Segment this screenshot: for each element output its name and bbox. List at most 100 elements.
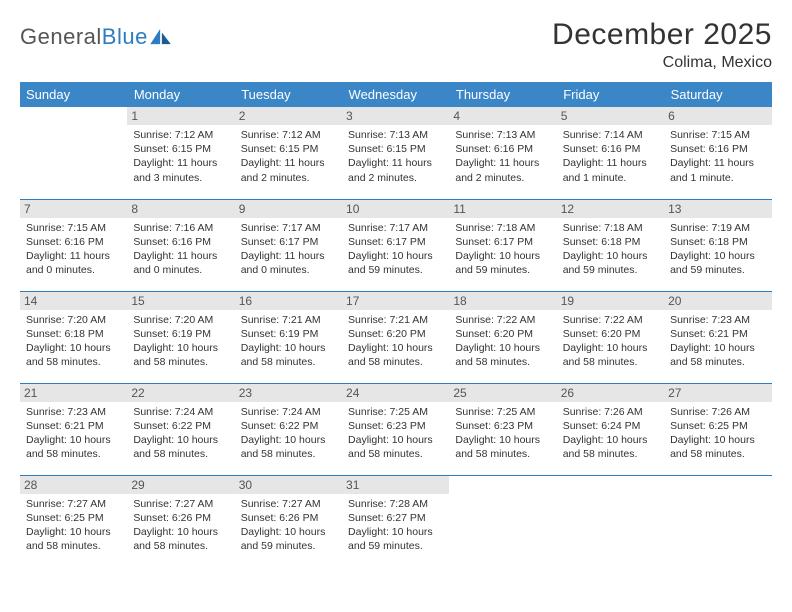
day-info: Sunrise: 7:21 AMSunset: 6:19 PMDaylight:… (241, 313, 336, 370)
weekday-header: Tuesday (235, 82, 342, 107)
calendar-day-cell: 20 Sunrise: 7:23 AMSunset: 6:21 PMDayligh… (664, 291, 771, 383)
sunset-text: Sunset: 6:16 PM (455, 142, 550, 156)
day-number: 30 (235, 476, 342, 494)
sunset-text: Sunset: 6:16 PM (133, 235, 228, 249)
day-info: Sunrise: 7:25 AMSunset: 6:23 PMDaylight:… (455, 405, 550, 462)
weekday-header: Sunday (20, 82, 127, 107)
sunrise-text: Sunrise: 7:23 AM (26, 405, 121, 419)
day-number: 2 (235, 107, 342, 125)
day-info: Sunrise: 7:13 AMSunset: 6:16 PMDaylight:… (455, 128, 550, 185)
sunrise-text: Sunrise: 7:28 AM (348, 497, 443, 511)
day-info: Sunrise: 7:24 AMSunset: 6:22 PMDaylight:… (133, 405, 228, 462)
day-number: 12 (557, 200, 664, 218)
calendar-week-row: 7Sunrise: 7:15 AMSunset: 6:16 PMDaylight… (20, 199, 772, 291)
day-info: Sunrise: 7:20 AMSunset: 6:19 PMDaylight:… (133, 313, 228, 370)
sunset-text: Sunset: 6:16 PM (670, 142, 765, 156)
page-header: GeneralBlue December 2025 Colima, Mexico (20, 18, 772, 72)
sunrise-text: Sunrise: 7:24 AM (241, 405, 336, 419)
sunset-text: Sunset: 6:25 PM (670, 419, 765, 433)
daylight-text: Daylight: 10 hours and 58 minutes. (670, 433, 765, 461)
calendar-day-cell: 22Sunrise: 7:24 AMSunset: 6:22 PMDayligh… (127, 383, 234, 475)
sunrise-text: Sunrise: 7:18 AM (455, 221, 550, 235)
day-info: Sunrise: 7:13 AMSunset: 6:15 PMDaylight:… (348, 128, 443, 185)
calendar-day-cell: 16 Sunrise: 7:21 AMSunset: 6:19 PMDayligh… (235, 291, 342, 383)
day-number: 6 (664, 107, 771, 125)
daylight-text: Daylight: 10 hours and 59 minutes. (563, 249, 658, 277)
sunset-text: Sunset: 6:18 PM (563, 235, 658, 249)
daylight-text: Daylight: 10 hours and 58 minutes. (26, 341, 121, 369)
sunrise-text: Sunrise: 7:19 AM (670, 221, 765, 235)
sunset-text: Sunset: 6:26 PM (241, 511, 336, 525)
sunrise-text: Sunrise: 7:27 AM (133, 497, 228, 511)
daylight-text: Daylight: 10 hours and 59 minutes. (348, 525, 443, 553)
calendar-day-cell: 17Sunrise: 7:21 AMSunset: 6:20 PMDayligh… (342, 291, 449, 383)
day-info: Sunrise: 7:26 AMSunset: 6:25 PMDaylight:… (670, 405, 765, 462)
sunset-text: Sunset: 6:20 PM (563, 327, 658, 341)
calendar-day-cell: 4Sunrise: 7:13 AMSunset: 6:16 PMDaylight… (449, 107, 556, 199)
sunset-text: Sunset: 6:17 PM (348, 235, 443, 249)
calendar-day-cell: 6Sunrise: 7:15 AMSunset: 6:16 PMDaylight… (664, 107, 771, 199)
sunset-text: Sunset: 6:15 PM (348, 142, 443, 156)
sunset-text: Sunset: 6:21 PM (26, 419, 121, 433)
calendar-week-row: 21 Sunrise: 7:23 AMSunset: 6:21 PM Dayligh… (20, 383, 772, 475)
calendar-day-cell: 26Sunrise: 7:26 AMSunset: 6:24 PMDayligh… (557, 383, 664, 475)
day-number: 21 (20, 384, 127, 402)
daylight-text: Daylight: 10 hours and 59 minutes. (241, 525, 336, 553)
calendar-day-cell: 5Sunrise: 7:14 AMSunset: 6:16 PMDaylight… (557, 107, 664, 199)
sunrise-text: Sunrise: 7:25 AM (455, 405, 550, 419)
day-number: 10 (342, 200, 449, 218)
day-number: 18 (449, 292, 556, 310)
day-number: 15 (127, 292, 234, 310)
calendar-week-row: 14Sunrise: 7:20 AMSunset: 6:18 PMDayligh… (20, 291, 772, 383)
day-number: 7 (20, 200, 127, 218)
daylight-text: Daylight: 10 hours and 58 minutes. (241, 433, 336, 461)
sunrise-text: Sunrise: 7:22 AM (563, 313, 658, 327)
day-number: 23 (235, 384, 342, 402)
calendar-day-cell: 31 Sunrise: 7:28 AMSunset: 6:27 PMDayligh… (342, 475, 449, 567)
sunset-text: Sunset: 6:18 PM (670, 235, 765, 249)
title-block: December 2025 Colima, Mexico (552, 18, 772, 72)
calendar-day-cell (557, 475, 664, 567)
daylight-text: Daylight: 10 hours and 58 minutes. (455, 341, 550, 369)
daylight-text: Daylight: 10 hours and 58 minutes. (133, 525, 228, 553)
sunrise-text: Sunrise: 7:12 AM (241, 128, 336, 142)
daylight-text: Daylight: 11 hours and 2 minutes. (455, 156, 550, 184)
logo-text-blue: Blue (102, 24, 148, 50)
day-number: 16 (235, 292, 342, 310)
day-number: 25 (449, 384, 556, 402)
day-info: Sunrise: 7:18 AMSunset: 6:17 PMDaylight:… (455, 221, 550, 278)
daylight-text: Daylight: 10 hours and 58 minutes. (455, 433, 550, 461)
sunrise-text: Sunrise: 7:18 AM (563, 221, 658, 235)
day-number: 20 (664, 292, 771, 310)
daylight-text: Daylight: 11 hours and 1 minute. (563, 156, 658, 184)
daylight-text: Daylight: 10 hours and 58 minutes. (348, 433, 443, 461)
calendar-day-cell: 25 Sunrise: 7:25 AMSunset: 6:23 PMDayligh… (449, 383, 556, 475)
day-info: Sunrise: 7:27 AMSunset: 6:26 PMDaylight:… (241, 497, 336, 554)
day-info: Sunrise: 7:21 AMSunset: 6:20 PMDaylight:… (348, 313, 443, 370)
weekday-header: Wednesday (342, 82, 449, 107)
logo: GeneralBlue (20, 18, 172, 50)
calendar-day-cell: 14Sunrise: 7:20 AMSunset: 6:18 PMDayligh… (20, 291, 127, 383)
daylight-text: Daylight: 11 hours and 1 minute. (670, 156, 765, 184)
calendar-table: Sunday Monday Tuesday Wednesday Thursday… (20, 82, 772, 567)
day-info: Sunrise: 7:16 AMSunset: 6:16 PMDaylight:… (133, 221, 228, 278)
day-number: 1 (127, 107, 234, 125)
sunset-text: Sunset: 6:23 PM (455, 419, 550, 433)
daylight-text: Daylight: 11 hours and 3 minutes. (133, 156, 228, 184)
daylight-text: Daylight: 10 hours and 58 minutes. (670, 341, 765, 369)
daylight-text: Daylight: 10 hours and 59 minutes. (670, 249, 765, 277)
daylight-text: Daylight: 10 hours and 58 minutes. (26, 525, 121, 553)
sunset-text: Sunset: 6:21 PM (670, 327, 765, 341)
sunset-text: Sunset: 6:22 PM (133, 419, 228, 433)
day-info: Sunrise: 7:23 AMSunset: 6:21 PMDaylight:… (670, 313, 765, 370)
sunrise-text: Sunrise: 7:27 AM (26, 497, 121, 511)
sunrise-text: Sunrise: 7:23 AM (670, 313, 765, 327)
weekday-header: Saturday (664, 82, 771, 107)
daylight-text: Daylight: 11 hours and 0 minutes. (26, 249, 121, 277)
weekday-header: Thursday (449, 82, 556, 107)
sunset-text: Sunset: 6:27 PM (348, 511, 443, 525)
day-info: Sunrise: 7:17 AMSunset: 6:17 PMDaylight:… (241, 221, 336, 278)
day-info: Sunrise: 7:24 AMSunset: 6:22 PMDaylight:… (241, 405, 336, 462)
day-number: 31 (342, 476, 449, 494)
day-info: Sunrise: 7:20 AMSunset: 6:18 PMDaylight:… (26, 313, 121, 370)
